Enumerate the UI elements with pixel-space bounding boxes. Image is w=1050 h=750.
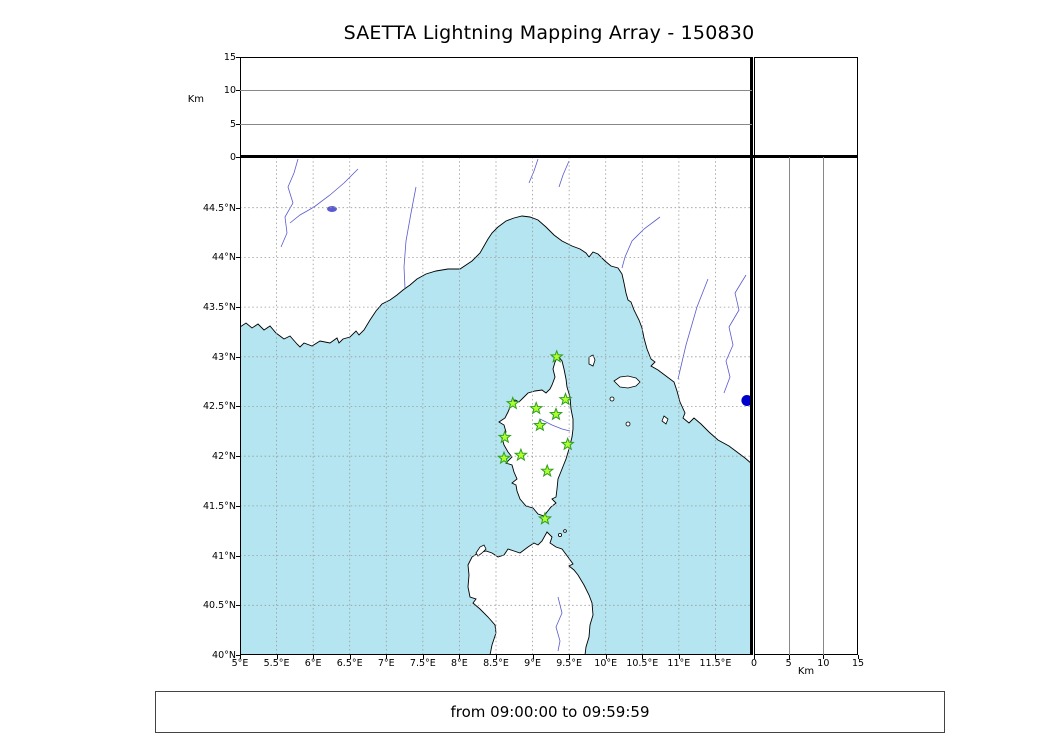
- lon-tick: [422, 655, 424, 659]
- mainland-coast: [240, 157, 752, 465]
- lon-tick: [569, 655, 571, 659]
- lat-tick: [236, 406, 240, 408]
- thick-vertical-axis: [750, 57, 753, 655]
- small-lake: [327, 206, 337, 212]
- lon-tick: [276, 655, 278, 659]
- right-alt-tick-label: 0: [750, 658, 758, 669]
- maddalena-islet: [563, 529, 567, 533]
- lon-tick-label: 9°E: [524, 658, 541, 669]
- lon-tick-label: 5.5°E: [263, 658, 290, 669]
- lon-tick: [605, 655, 607, 659]
- sardinia: [467, 531, 594, 655]
- lon-tick: [349, 655, 351, 659]
- right-alt-tick-label: 15: [851, 658, 865, 669]
- landmasses: [240, 157, 752, 655]
- top-alt-tick-label: 5: [229, 118, 236, 130]
- top-panel-altitude-line: [240, 123, 752, 125]
- lightning-sources: [741, 395, 752, 406]
- lightning-source-point: [741, 395, 752, 406]
- right-alt-tick: [858, 655, 859, 659]
- lat-tick-label: 40.5°N: [202, 600, 236, 612]
- lat-tick: [236, 654, 240, 656]
- lat-tick: [236, 257, 240, 259]
- lon-tick: [240, 655, 241, 659]
- capraia-island: [588, 354, 596, 367]
- right-alt-tick-label: 10: [817, 658, 830, 669]
- graticule-grid: [240, 157, 752, 655]
- lat-tick: [236, 456, 240, 458]
- pianosa-island: [609, 396, 615, 402]
- lon-tick: [386, 655, 388, 659]
- lon-tick-label: 10.5°E: [626, 658, 659, 669]
- top-panel-altitude-line: [240, 90, 752, 92]
- lon-tick-label: 6°E: [304, 658, 322, 669]
- maddalena-islet: [557, 532, 562, 537]
- right-alt-tick: [823, 655, 825, 659]
- lon-tick-label: 7.5°E: [409, 658, 436, 669]
- lat-tick: [236, 356, 240, 358]
- top-alt-tick-label: 15: [223, 52, 236, 63]
- lon-tick-label: 6.5°E: [336, 658, 363, 669]
- lat-tick: [236, 555, 240, 557]
- altitude-histogram-panel: [754, 57, 858, 157]
- thick-horizontal-axis: [240, 155, 858, 158]
- lon-tick: [459, 655, 461, 659]
- rivers: [280, 158, 747, 652]
- lon-tick: [715, 655, 717, 659]
- lon-tick-label: 11°E: [667, 658, 691, 669]
- lat-tick-label: 44°N: [212, 252, 236, 264]
- lon-tick-label: 10°E: [594, 658, 618, 669]
- lon-tick-label: 11.5°E: [699, 658, 732, 669]
- giglio-island: [661, 415, 669, 425]
- lat-tick: [236, 505, 240, 507]
- time-window-text: from 09:00:00 to 09:59:59: [450, 703, 650, 721]
- map-panel: [240, 157, 752, 655]
- top-alt-tick: [236, 123, 240, 125]
- chart-title: SAETTA Lightning Mapping Array - 150830: [343, 22, 755, 44]
- lon-tick: [496, 655, 497, 659]
- top-alt-tick: [236, 57, 240, 58]
- top-alt-tick-label: 10: [223, 85, 236, 97]
- lon-tick-label: 8°E: [451, 658, 468, 669]
- top-alt-tick-label: 0: [229, 152, 236, 163]
- lon-tick: [678, 655, 680, 659]
- lat-tick-label: 43.5°N: [202, 302, 236, 314]
- lat-tick: [236, 605, 240, 607]
- top-alt-tick: [236, 157, 240, 158]
- lon-tick-label: 7°E: [377, 658, 395, 669]
- right-alt-tick: [788, 655, 790, 659]
- lat-tick: [236, 207, 240, 209]
- lon-tick-label: 5°E: [231, 658, 249, 669]
- lon-tick: [313, 655, 315, 659]
- lon-tick: [532, 655, 534, 659]
- asinara-island: [475, 544, 487, 557]
- right-alt-tick-label: 5: [785, 658, 792, 669]
- right-alt-tick: [754, 655, 755, 659]
- lat-tick-label: 40°N: [212, 649, 236, 661]
- elba-island: [613, 375, 641, 389]
- top-alt-tick: [236, 90, 240, 92]
- lat-tick-label: 42.5°N: [202, 401, 236, 413]
- lat-tick-label: 41.5°N: [202, 500, 236, 512]
- right-panel-altitude-line: [823, 157, 825, 655]
- lat-tick-label: 41°N: [212, 550, 236, 562]
- lon-tick: [642, 655, 644, 659]
- lat-tick-label: 44.5°N: [202, 202, 236, 214]
- altitude-latitude-panel: [754, 157, 858, 655]
- lon-tick-label: 9.5°E: [556, 658, 583, 669]
- lat-tick-label: 43°N: [212, 351, 236, 363]
- montecristo-island: [625, 421, 631, 427]
- altitude-axis-label-bottom: Km: [797, 666, 815, 677]
- time-window-box: from 09:00:00 to 09:59:59: [155, 691, 945, 733]
- altitude-longitude-panel: [240, 57, 752, 157]
- altitude-axis-label-top: Km: [187, 94, 204, 105]
- right-panel-altitude-line: [788, 157, 790, 655]
- corsica: [498, 355, 574, 517]
- lat-tick: [236, 307, 240, 309]
- lon-tick-label: 8.5°E: [483, 658, 509, 669]
- lat-tick-label: 42°N: [212, 451, 236, 463]
